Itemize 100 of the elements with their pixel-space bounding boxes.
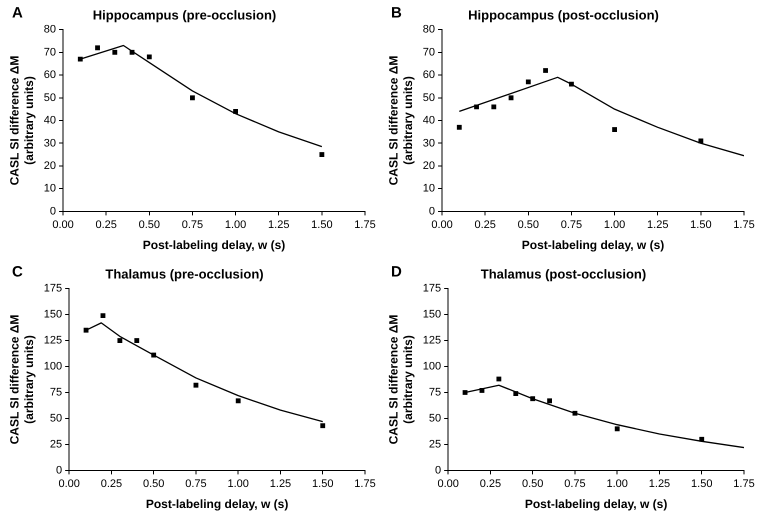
x-tick-label: 0.25 [95, 219, 117, 232]
x-tick-label: 1.25 [270, 478, 292, 490]
x-tick-label: 1.50 [690, 219, 712, 232]
y-tick-label: 30 [44, 137, 56, 150]
y-tick-label: 25 [428, 438, 442, 450]
y-tick-label: 50 [44, 92, 56, 104]
x-tick-label: 0.25 [480, 478, 502, 490]
x-tick-label: 0.25 [474, 219, 496, 232]
x-tick-label: 0.00 [431, 219, 453, 232]
y-tick-label: 40 [44, 114, 56, 127]
point [95, 45, 100, 50]
y-tick-label: 50 [50, 412, 62, 424]
point [547, 398, 552, 404]
x-tick-label: 1.75 [733, 219, 755, 232]
x-tick-label: 1.50 [312, 478, 334, 490]
x-tick-label: 1.75 [354, 219, 376, 232]
point [236, 398, 241, 404]
y-tick-label: 125 [44, 334, 62, 347]
y-axis-title: CASL SI difference ΔM (arbitrary units) [386, 314, 415, 444]
point [508, 95, 514, 100]
text: D [391, 264, 402, 281]
x-tick-label: 0.50 [142, 478, 164, 490]
y-tick-label: 30 [422, 137, 436, 150]
point [146, 54, 152, 60]
point [698, 138, 704, 144]
point [513, 391, 518, 396]
point [572, 410, 578, 416]
y-tick-label: 75 [428, 386, 442, 399]
x-tick-label: 1.75 [354, 478, 376, 490]
x-tick-label: 0.00 [437, 478, 459, 490]
x-tick-label: 1.25 [647, 219, 668, 232]
x-tick-label: 1.25 [268, 219, 290, 232]
y-tick-label: 60 [44, 69, 56, 82]
point [543, 68, 548, 73]
x-tick-label: 1.50 [311, 219, 333, 232]
y-tick-label: 25 [50, 438, 62, 450]
point [474, 104, 479, 110]
y-tick-label: 10 [422, 182, 436, 195]
point [462, 390, 468, 395]
y-tick-label: 175 [422, 282, 442, 295]
y-tick-label: 0 [50, 205, 56, 218]
point [112, 50, 118, 55]
point [320, 423, 326, 428]
y-axis-title: CASL SI difference ΔM (arbitrary units) [386, 56, 415, 186]
point [612, 127, 618, 132]
text: C [12, 264, 23, 281]
x-tick-label: 1.25 [648, 478, 670, 490]
point [84, 328, 88, 333]
x-tick-label: 0.25 [100, 478, 122, 490]
y-tick-label: 0 [56, 464, 62, 476]
text: A [12, 4, 23, 22]
x-tick-label: 1.75 [733, 478, 755, 490]
y-tick-label: 10 [44, 182, 56, 195]
y-axis-title: CASL SI difference ΔM (arbitrary units) [8, 56, 36, 186]
y-tick-label: 40 [422, 114, 436, 127]
y-tick-label: 100 [422, 360, 442, 373]
x-tick-label: 0.00 [58, 478, 80, 490]
x-tick-label: 1.00 [224, 219, 246, 232]
x-tick-label: 1.50 [691, 478, 712, 490]
x-tick-label: 0.75 [182, 219, 204, 232]
point [569, 82, 574, 87]
chart-title: Hippocampus (post-occlusion) [468, 7, 659, 22]
x-tick-label: 0.75 [560, 219, 582, 232]
point [480, 388, 484, 393]
y-tick-label: 80 [44, 24, 56, 36]
point [496, 376, 502, 382]
point [456, 124, 462, 130]
point [491, 104, 496, 110]
y-tick-label: 70 [422, 46, 436, 58]
x-tick-label: 0.50 [518, 219, 540, 232]
x-tick-label: 0.00 [52, 219, 74, 232]
point [134, 338, 140, 343]
y-tick-label: 150 [44, 308, 62, 321]
x-axis-title: Post-labeling delay, w (s) [142, 238, 286, 252]
text: B [391, 4, 402, 22]
x-tick-label: 0.50 [138, 219, 160, 232]
y-tick-label: 150 [422, 308, 442, 321]
y-tick-label: 50 [428, 412, 442, 424]
y-tick-label: 80 [422, 24, 436, 36]
point [117, 338, 122, 343]
y-tick-label: 70 [44, 46, 56, 58]
x-axis-title: Post-labeling delay, w (s) [522, 238, 664, 252]
y-tick-label: 75 [50, 386, 62, 399]
x-tick-label: 1.00 [227, 478, 249, 490]
point [100, 313, 106, 318]
chart-title: Thalamus (pre-occlusion) [105, 266, 264, 282]
x-tick-label: 0.75 [564, 478, 586, 490]
y-tick-label: 20 [44, 160, 56, 172]
point [130, 50, 134, 55]
y-tick-label: 60 [422, 69, 436, 82]
y-tick-label: 125 [422, 334, 442, 347]
y-tick-label: 0 [428, 205, 436, 218]
y-tick-label: 175 [44, 282, 62, 295]
chart-title: Thalamus (post-occlusion) [480, 266, 646, 282]
y-tick-label: 100 [44, 360, 62, 373]
point [233, 108, 238, 114]
x-axis-title: Post-labeling delay, w (s) [524, 497, 668, 512]
point [614, 426, 620, 432]
y-tick-label: 50 [422, 92, 436, 104]
x-tick-label: 1.00 [606, 478, 628, 490]
